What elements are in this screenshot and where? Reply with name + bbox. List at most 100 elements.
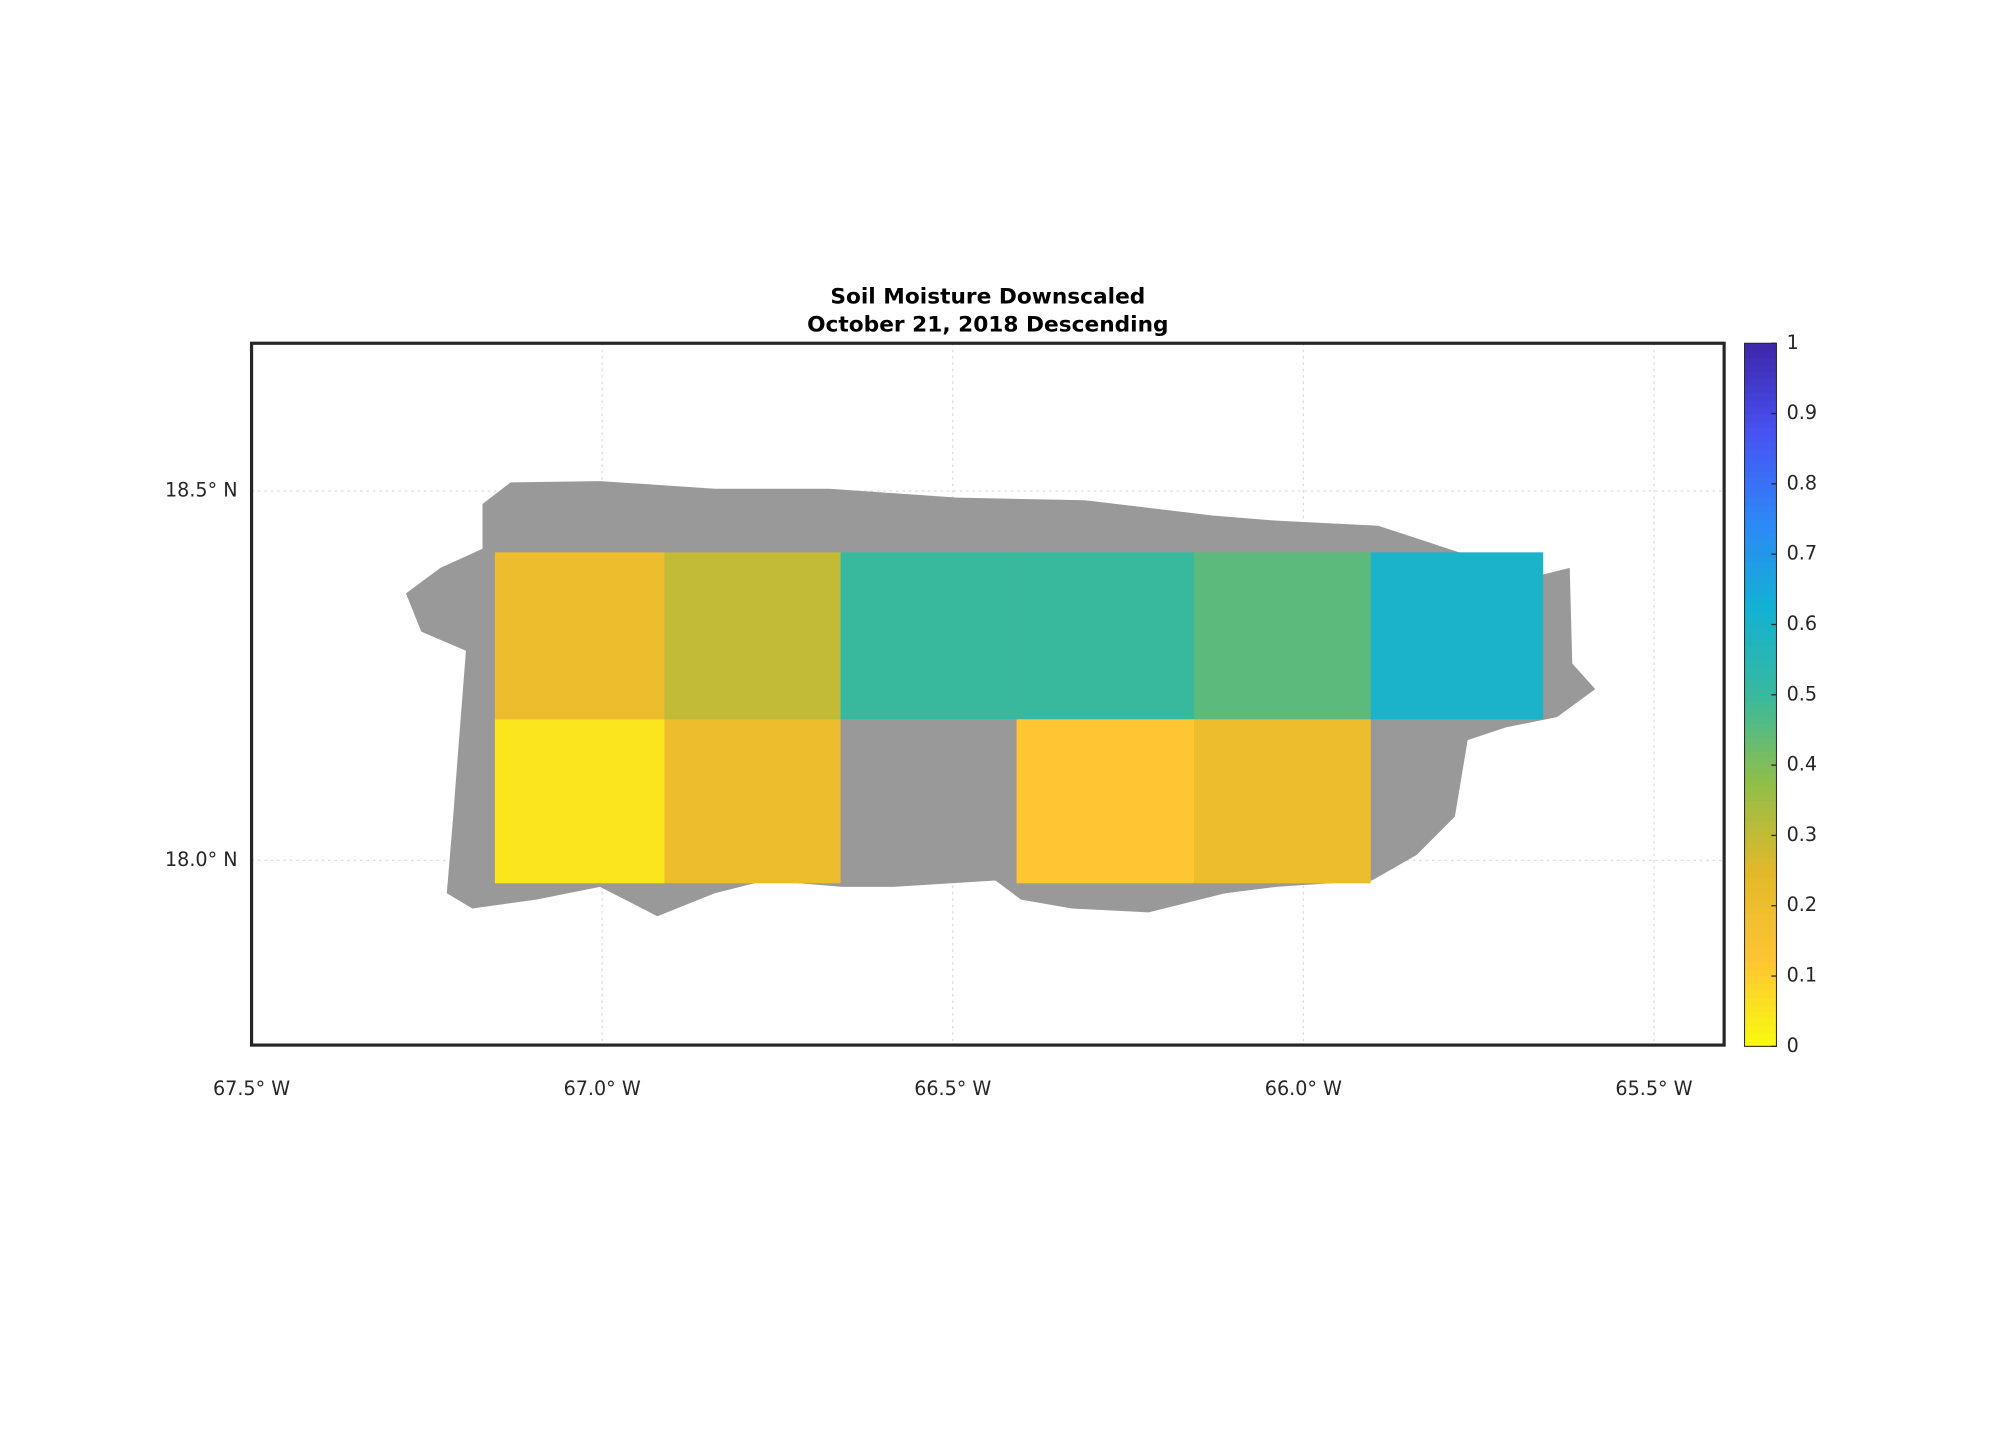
colorbar-segment [1744, 701, 1777, 710]
colorbar-segment [1744, 645, 1777, 654]
colorbar-segment [1744, 800, 1777, 808]
colorbar-segment [1744, 413, 1777, 422]
colorbar-segment [1744, 624, 1777, 633]
colorbar-segment [1744, 722, 1777, 731]
colorbar-segment [1744, 568, 1777, 576]
tile [494, 719, 665, 884]
colorbar-segment [1744, 469, 1777, 478]
colorbar-tick-label: 0.5 [1787, 682, 1817, 705]
colorbar-segment [1744, 533, 1777, 541]
colorbar-segment [1744, 807, 1777, 815]
x-tick-label: 65.5° W [1615, 1077, 1692, 1100]
colorbar-segment [1744, 631, 1777, 640]
colorbar-segment [1744, 385, 1777, 394]
colorbar-segment [1744, 729, 1777, 738]
y-tick-label: 18.5° N [165, 479, 238, 502]
colorbar-segment [1744, 751, 1777, 759]
tile [494, 552, 665, 720]
colorbar-segment [1744, 540, 1777, 548]
colorbar-segment [1744, 898, 1777, 907]
colorbar-segment [1744, 969, 1777, 977]
colorbar-segment [1744, 392, 1777, 401]
colorbar-segment [1744, 420, 1777, 429]
colorbar-segment [1744, 863, 1777, 872]
colorbar-segment [1744, 357, 1777, 365]
colorbar-segment [1744, 582, 1777, 590]
colorbar-segment [1744, 399, 1777, 408]
colorbar-segment [1744, 575, 1777, 583]
colorbar-segment [1744, 371, 1777, 380]
colorbar-segment [1744, 940, 1777, 949]
y-tick-label: 18.0° N [165, 848, 238, 871]
map-frame [249, 341, 1726, 1047]
tile [664, 719, 841, 884]
colorbar-segment [1744, 406, 1777, 415]
colorbar-segment [1744, 715, 1777, 724]
colorbar-segment [1744, 1039, 1777, 1047]
tile [1016, 719, 1195, 884]
colorbar-segment [1744, 828, 1777, 837]
colorbar-segment [1744, 744, 1777, 752]
colorbar-segment [1744, 343, 1777, 351]
colorbar-segment [1744, 870, 1777, 879]
colorbar-segment [1744, 490, 1777, 499]
colorbar-segment [1744, 455, 1777, 464]
colorbar-segment [1744, 926, 1777, 935]
colorbar-segment [1744, 680, 1777, 689]
colorbar-segment [1744, 483, 1777, 492]
colorbar-segment [1744, 638, 1777, 647]
colorbar-segment [1744, 842, 1777, 851]
colorbar-segment [1744, 990, 1777, 998]
colorbar-segment [1744, 476, 1777, 485]
colorbar-segment [1744, 976, 1777, 984]
tile [664, 552, 841, 720]
colorbar-segment [1744, 350, 1777, 358]
tile [1370, 552, 1544, 720]
colorbar-segment [1744, 610, 1777, 619]
colorbar-segment [1744, 547, 1777, 555]
colorbar-segment [1744, 786, 1777, 794]
colorbar-segment [1744, 758, 1777, 766]
colorbar-segment [1744, 947, 1777, 956]
chart-title: Soil Moisture Downscaled [830, 284, 1145, 309]
colorbar-segment [1744, 919, 1777, 928]
colorbar-segment [1744, 877, 1777, 886]
colorbar-segment [1744, 554, 1777, 562]
colorbar-segment [1744, 1011, 1777, 1019]
colorbar-tick-label: 0 [1787, 1034, 1799, 1057]
colorbar-segment [1744, 933, 1777, 942]
colorbar-tick-label: 1 [1787, 331, 1799, 354]
colorbar-segment [1744, 589, 1777, 598]
colorbar-segment [1744, 821, 1777, 830]
colorbar-segment [1744, 961, 1777, 970]
colorbar-segment [1744, 519, 1777, 527]
colorbar-tick-label: 0.8 [1787, 471, 1817, 494]
chart-subtitle: October 21, 2018 Descending [807, 312, 1168, 337]
colorbar-segment [1744, 1018, 1777, 1026]
colorbar-segment [1744, 793, 1777, 801]
colorbar-segment [1744, 659, 1777, 668]
colorbar-segment [1744, 561, 1777, 569]
colorbar-segment [1744, 497, 1777, 506]
colorbar-segment [1744, 617, 1777, 626]
colorbar-segment [1744, 526, 1777, 534]
colorbar-segment [1744, 708, 1777, 717]
colorbar-tick-label: 0.7 [1787, 542, 1817, 565]
colorbar-tick-label: 0.9 [1787, 401, 1817, 424]
colorbar-segment [1744, 1032, 1777, 1040]
colorbar-segment [1744, 694, 1777, 703]
colorbar-segment [1744, 673, 1777, 682]
colorbar-segment [1744, 736, 1777, 745]
colorbar-segment [1744, 891, 1777, 900]
colorbar-segment [1744, 835, 1777, 844]
colorbar-segment [1744, 884, 1777, 893]
colorbar-segment [1744, 765, 1777, 773]
colorbar-segment [1744, 462, 1777, 471]
colorbar-segment [1744, 814, 1777, 823]
colorbar-segment [1744, 427, 1777, 436]
colorbar-segment [1744, 772, 1777, 780]
colorbar-segment [1744, 1025, 1777, 1033]
colorbar-segment [1744, 856, 1777, 865]
x-tick-label: 66.0° W [1265, 1077, 1342, 1100]
